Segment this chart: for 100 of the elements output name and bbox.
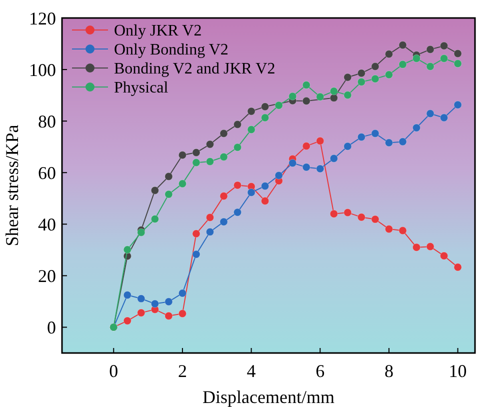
point <box>274 171 283 180</box>
point <box>357 133 366 142</box>
y-tick-label: 100 <box>29 60 56 80</box>
point <box>330 87 338 96</box>
point <box>233 120 242 128</box>
point <box>220 152 228 161</box>
point <box>123 316 132 325</box>
point <box>398 41 407 50</box>
point <box>412 124 421 132</box>
y-tick-label: 20 <box>38 266 56 286</box>
point <box>247 107 256 116</box>
point <box>412 243 421 252</box>
point <box>178 289 187 298</box>
point <box>302 96 310 106</box>
point <box>302 163 310 172</box>
point <box>440 42 448 50</box>
point <box>178 151 187 160</box>
point <box>330 154 338 162</box>
point <box>233 181 242 190</box>
y-tick-label: 60 <box>38 162 56 183</box>
x-tick-label: 6 <box>316 361 325 381</box>
point <box>454 100 462 109</box>
point <box>261 196 270 206</box>
point <box>454 50 462 58</box>
point <box>261 182 270 190</box>
point <box>440 54 448 63</box>
point <box>206 228 214 236</box>
point <box>440 252 448 260</box>
point <box>206 140 214 148</box>
point <box>371 74 380 83</box>
point <box>398 138 407 146</box>
point <box>247 126 256 134</box>
point <box>206 213 214 222</box>
point <box>150 186 159 194</box>
x-tick-label: 10 <box>448 361 467 381</box>
legend-label: Only Bonding V2 <box>114 42 228 59</box>
point <box>164 190 173 198</box>
point <box>164 298 173 306</box>
legend-label: Only JKR V2 <box>114 22 202 40</box>
point <box>178 180 187 188</box>
point <box>398 60 407 68</box>
x-axis-title: Displacement/mm <box>202 387 334 407</box>
point <box>261 114 270 122</box>
point <box>137 308 146 317</box>
point <box>137 294 146 303</box>
point <box>412 54 421 63</box>
point <box>454 263 462 272</box>
point <box>316 164 324 173</box>
y-axis-title: Shear stress/KPa <box>2 124 22 246</box>
legend-label: Physical <box>114 80 169 97</box>
point <box>220 218 228 226</box>
point <box>371 215 380 224</box>
point <box>123 246 132 254</box>
point <box>316 92 324 101</box>
point <box>192 250 200 258</box>
point <box>344 73 352 82</box>
point <box>371 62 380 70</box>
point <box>426 62 434 70</box>
point <box>384 138 394 147</box>
point <box>192 158 200 167</box>
point <box>316 136 324 145</box>
point <box>220 129 228 138</box>
point <box>261 102 270 111</box>
point <box>220 192 228 200</box>
point <box>384 50 394 58</box>
y-tick-label: 40 <box>38 214 56 234</box>
legend-label: Bonding V2 and JKR V2 <box>114 60 276 78</box>
y-tick-label: 120 <box>29 8 56 28</box>
point <box>344 91 352 100</box>
point <box>330 94 338 102</box>
point <box>426 242 434 251</box>
point <box>440 114 448 122</box>
x-tick-label: 0 <box>109 361 118 381</box>
point <box>164 312 173 320</box>
point <box>384 225 394 234</box>
y-tick-label: 80 <box>38 111 56 132</box>
point <box>192 230 200 238</box>
point <box>302 142 310 150</box>
point <box>247 188 256 197</box>
point <box>123 290 132 300</box>
point <box>426 110 434 118</box>
point <box>371 129 380 138</box>
point <box>288 159 297 168</box>
point <box>150 214 159 224</box>
point <box>357 78 366 86</box>
point <box>274 101 283 110</box>
point <box>302 80 310 90</box>
point <box>233 143 242 152</box>
point <box>164 172 173 181</box>
point <box>233 208 242 216</box>
point <box>206 157 214 166</box>
point <box>384 70 394 79</box>
point <box>344 208 352 217</box>
x-tick-label: 8 <box>384 361 394 381</box>
point <box>454 60 462 68</box>
point <box>192 148 200 157</box>
point <box>357 69 366 78</box>
point <box>344 142 352 150</box>
point <box>426 45 434 54</box>
x-tick-label: 4 <box>246 361 256 381</box>
